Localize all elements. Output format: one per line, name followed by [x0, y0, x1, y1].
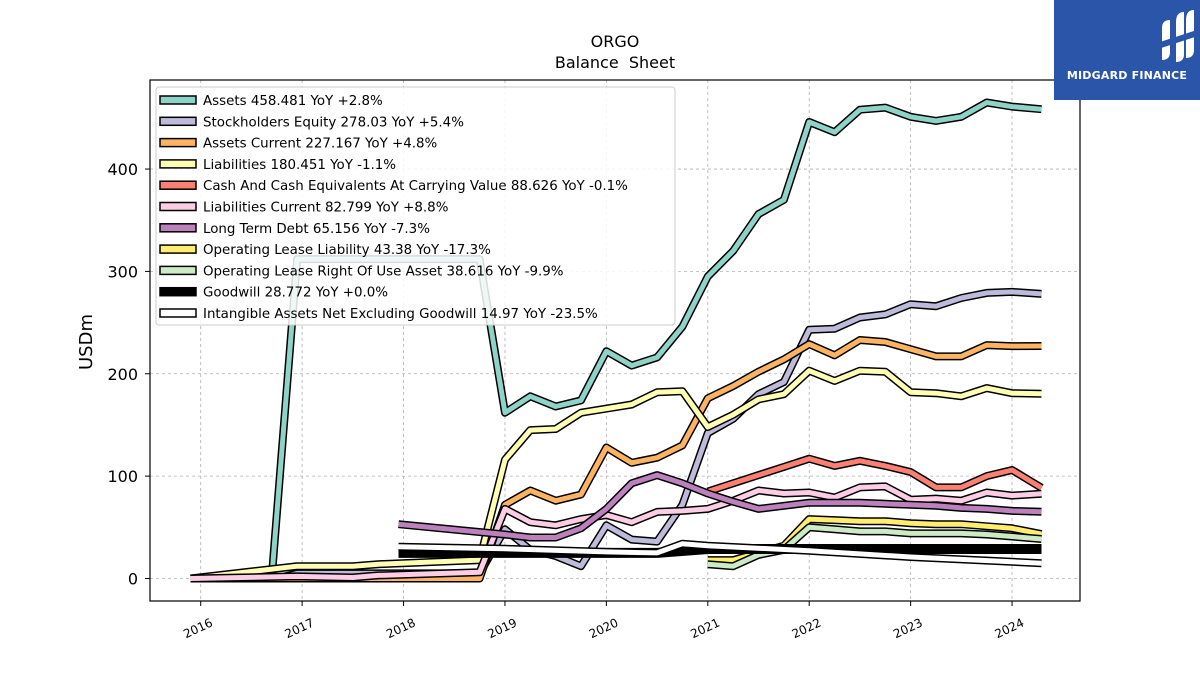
legend-swatch — [159, 159, 197, 169]
legend-swatch — [159, 116, 197, 127]
legend-swatch — [159, 137, 197, 148]
legend-swatch — [159, 308, 197, 318]
legend-entry-label: Liabilities 180.451 YoY -1.1% — [203, 158, 396, 173]
y-tick-label: 100 — [107, 467, 138, 486]
legend-swatch — [159, 180, 197, 190]
midgard-logo-icon — [1160, 10, 1198, 62]
chart-subtitle: Balance Sheet — [555, 53, 675, 72]
y-tick-label: 300 — [107, 262, 138, 281]
midgard-finance-logo: MIDGARD FINANCE — [1054, 0, 1200, 100]
x-tick-label: 2017 — [283, 616, 317, 642]
legend-entry-label: Cash And Cash Equivalents At Carrying Va… — [203, 179, 628, 194]
legend-swatch — [159, 201, 197, 212]
legend: Assets 458.481 YoY +2.8% Stockholders Equ… — [155, 86, 676, 326]
x-tick-label: 2018 — [384, 616, 418, 642]
x-tick-label: 2019 — [485, 616, 519, 642]
legend-box — [155, 86, 676, 326]
legend-entry-label: Goodwill 28.772 YoY +0.0% — [203, 286, 388, 301]
plot-frame — [149, 79, 1081, 602]
y-axis-label: USDm — [76, 314, 97, 370]
y-tick-label: 200 — [107, 365, 138, 384]
x-tick-label: 2023 — [891, 616, 925, 642]
x-tick-label: 2022 — [790, 616, 824, 642]
legend-swatch — [159, 95, 197, 105]
x-tick-label: 2024 — [993, 616, 1027, 642]
series-line — [190, 337, 1042, 581]
series-line — [398, 541, 1042, 566]
legend-entry-label: Liabilities Current 82.799 YoY +8.8% — [203, 201, 448, 216]
x-tick-label: 2016 — [181, 616, 215, 642]
series-line-outline — [190, 336, 1042, 583]
series-line — [707, 524, 1042, 569]
legend-entry-label: Assets Current 227.167 YoY +4.8% — [203, 137, 437, 152]
series-line — [398, 472, 1042, 540]
legend-entry-label: Operating Lease Right Of Use Asset 38.61… — [203, 264, 564, 279]
legend-entry-label: Intangible Assets Net Excluding Goodwill… — [203, 307, 598, 322]
chart-title: ORGO — [591, 32, 640, 51]
legend-swatch — [159, 286, 197, 297]
y-tick-label: 0 — [128, 569, 138, 588]
legend-swatch — [159, 265, 197, 276]
x-tick-label: 2020 — [587, 616, 621, 642]
legend-swatch — [159, 223, 197, 233]
y-tick-label: 400 — [107, 160, 138, 179]
legend-entry-label: Operating Lease Liability 43.38 YoY -17.… — [203, 243, 491, 258]
brand-name: MIDGARD FINANCE — [1066, 69, 1188, 82]
legend-swatch — [159, 244, 197, 254]
legend-entry-label: Long Term Debt 65.156 YoY -7.3% — [203, 222, 430, 237]
series-line — [190, 368, 1042, 581]
x-tick-label: 2021 — [688, 616, 722, 642]
legend-entry-label: Assets 458.481 YoY +2.8% — [203, 94, 383, 109]
legend-entry-label: Stockholders Equity 278.03 YoY +5.4% — [203, 115, 464, 130]
series-line — [707, 456, 1043, 494]
